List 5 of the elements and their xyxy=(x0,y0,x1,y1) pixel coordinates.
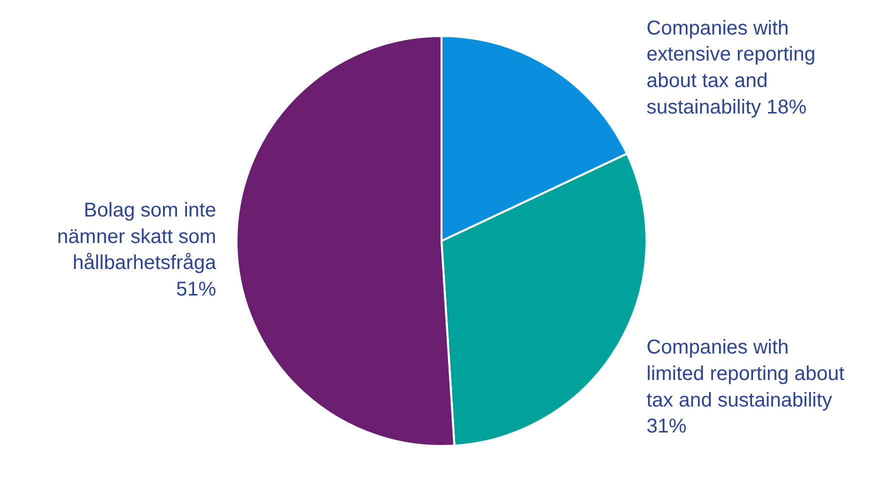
slice-label: Companies with extensive reporting about tax and sustainability 18% xyxy=(646,17,816,119)
data-label: 51% xyxy=(176,278,216,301)
data-label: 31% xyxy=(646,416,687,438)
slice-label: Bolag som inte nämner skatt som hållbarhetsfråga xyxy=(57,199,217,274)
slice-label: Companies with limited reporting about tax and sustainability xyxy=(646,336,845,412)
